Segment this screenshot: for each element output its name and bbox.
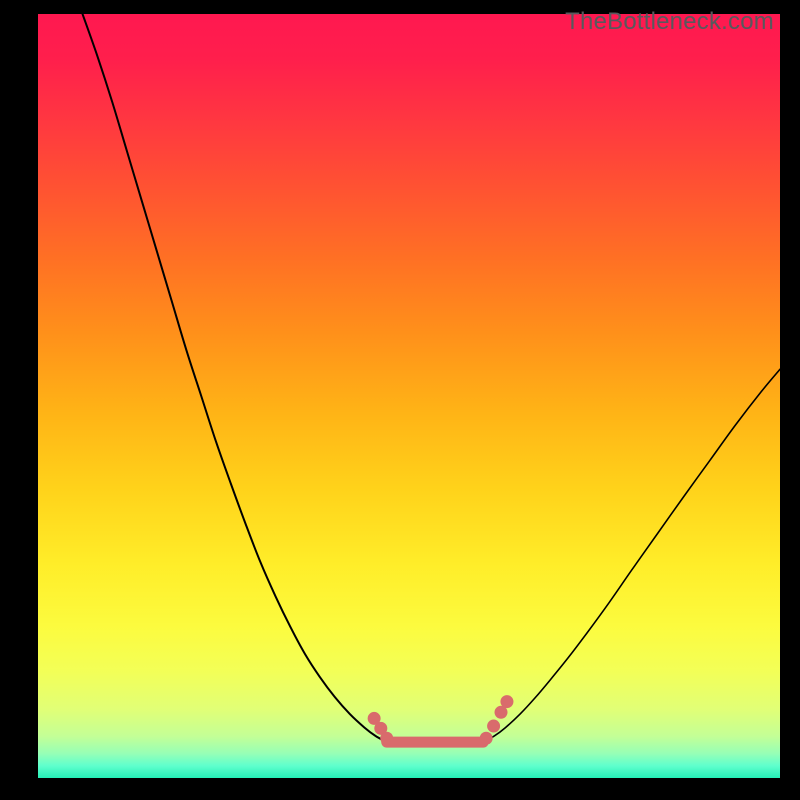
marker-dot — [487, 720, 500, 733]
gradient-background — [38, 14, 780, 778]
marker-dot — [480, 732, 493, 745]
chart-frame: TheBottleneck.com — [0, 0, 800, 800]
marker-dot — [380, 732, 393, 745]
plot-area — [38, 14, 780, 778]
marker-dot — [500, 695, 513, 708]
chart-svg — [38, 14, 780, 778]
watermark-text: TheBottleneck.com — [565, 8, 774, 36]
